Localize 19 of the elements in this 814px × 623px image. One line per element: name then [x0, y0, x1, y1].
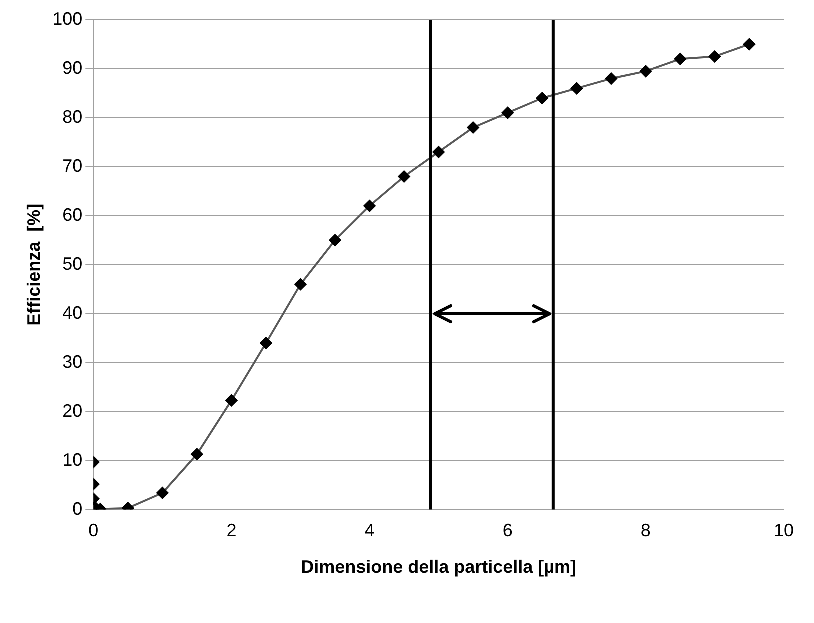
y-axis-title: Efficienza [%] — [24, 204, 44, 326]
x-tick-label: 8 — [640, 520, 651, 541]
x-tick-label: 6 — [502, 520, 513, 541]
y-tick-label: 60 — [62, 204, 83, 225]
x-axis-title: Dimensione della particella [µm] — [301, 557, 577, 578]
y-tick-label: 0 — [72, 498, 83, 519]
y-tick-label: 50 — [62, 254, 83, 274]
y-tick-label: 70 — [62, 156, 83, 176]
x-tick-label: 0 — [88, 520, 99, 541]
x-tick-label: 10 — [774, 520, 794, 541]
y-tick-label: 10 — [62, 450, 83, 470]
y-tick-label: 30 — [62, 352, 83, 372]
y-tick-label: 80 — [62, 106, 83, 127]
x-tick-label: 2 — [226, 520, 237, 541]
y-tick-label: 20 — [62, 400, 83, 421]
y-tick-label: 100 — [52, 8, 83, 29]
y-tick-label: 40 — [62, 302, 83, 323]
x-tick-label: 4 — [364, 520, 375, 541]
y-tick-label: 90 — [62, 58, 83, 78]
